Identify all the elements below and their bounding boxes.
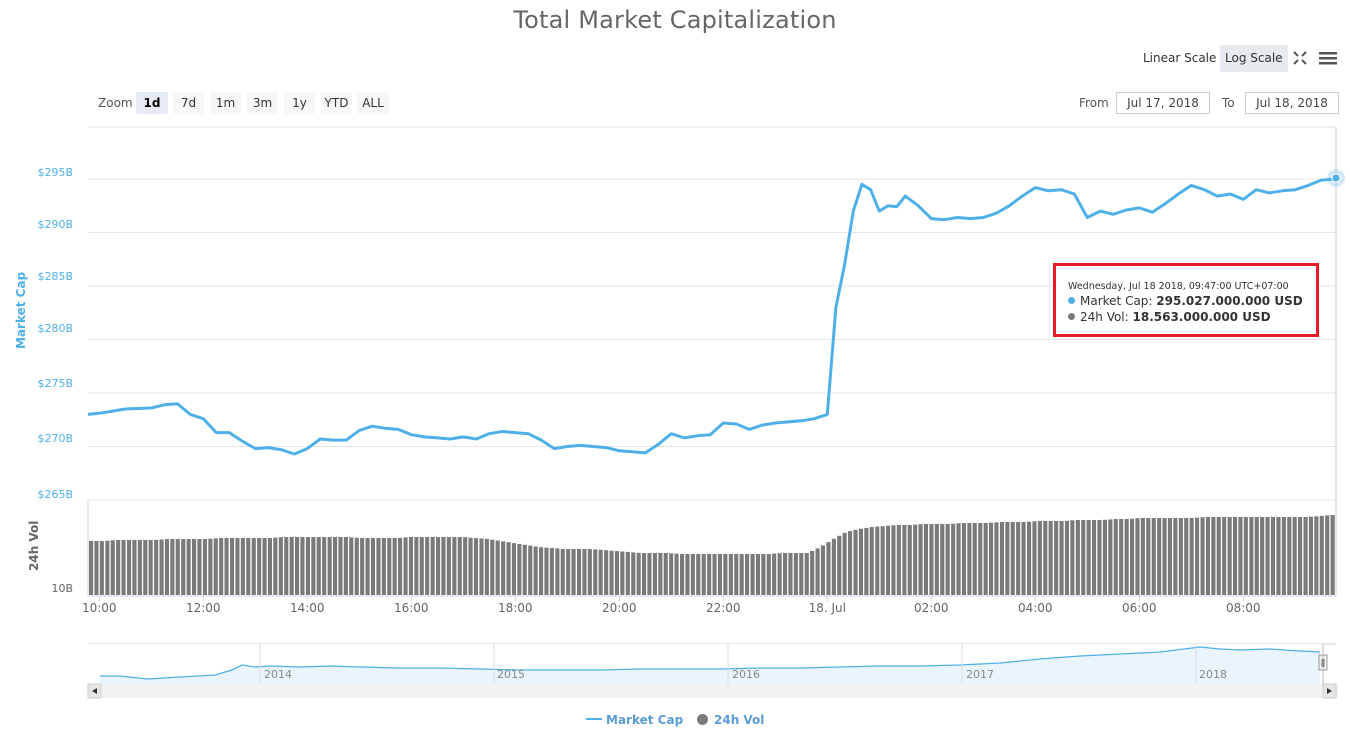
zoom-1m-button[interactable]: 1m bbox=[210, 92, 241, 114]
zoom-all-button[interactable]: ALL bbox=[357, 92, 389, 114]
legend-market-cap[interactable]: Market Cap bbox=[586, 713, 683, 727]
line-legend-icon bbox=[586, 718, 602, 720]
x-tick-label: 20:00 bbox=[601, 601, 637, 615]
x-tick-label: 14:00 bbox=[289, 601, 325, 615]
y-tick-label: $290B bbox=[37, 218, 73, 231]
fullscreen-icon[interactable] bbox=[1292, 50, 1308, 66]
navigator-scrollbar bbox=[88, 684, 1338, 698]
from-date-input[interactable]: Jul 17, 2018 bbox=[1116, 92, 1210, 114]
to-label: To bbox=[1222, 96, 1235, 110]
zoom-1d-button[interactable]: 1d bbox=[136, 92, 168, 114]
navigator-year: 2014 bbox=[264, 668, 292, 681]
navigator-year: 2018 bbox=[1199, 668, 1227, 681]
y2-axis-title: 24h Vol bbox=[27, 520, 41, 571]
linear-scale-button[interactable]: Linear Scale bbox=[1143, 51, 1217, 65]
zoom-label: Zoom bbox=[98, 96, 133, 110]
chart-title: Total Market Capitalization bbox=[513, 6, 837, 34]
to-date-input[interactable]: Jul 18, 2018 bbox=[1245, 92, 1339, 114]
log-scale-button[interactable]: Log Scale bbox=[1220, 45, 1288, 72]
y-axis-title: Market Cap bbox=[14, 271, 28, 349]
x-tick-label: 02:00 bbox=[913, 601, 949, 615]
tooltip-market-cap: Market Cap: 295.027.000.000 USD bbox=[1068, 294, 1303, 308]
market-cap-line bbox=[87, 177, 1337, 456]
circle-legend-icon bbox=[697, 714, 708, 725]
x-tick-label: 10:00 bbox=[81, 601, 117, 615]
x-tick-label: 16:00 bbox=[393, 601, 429, 615]
x-tick-label: 06:00 bbox=[1121, 601, 1157, 615]
menu-icon[interactable] bbox=[1318, 50, 1338, 66]
x-tick-label: 22:00 bbox=[705, 601, 741, 615]
x-tick-label: 18. Jul bbox=[808, 601, 846, 615]
zoom-3m-button[interactable]: 3m bbox=[247, 92, 278, 114]
tooltip-volume: 24h Vol: 18.563.000.000 USD bbox=[1068, 310, 1271, 324]
y-tick-label: $265B bbox=[37, 488, 73, 501]
zoom-7d-button[interactable]: 7d bbox=[173, 92, 204, 114]
y-tick-label: $295B bbox=[37, 166, 73, 179]
grid-lines bbox=[88, 178, 1336, 501]
market-cap-dot-icon bbox=[1068, 297, 1075, 304]
y-tick-label: $285B bbox=[37, 270, 73, 283]
zoom-1y-button[interactable]: 1y bbox=[284, 92, 315, 114]
volume-dot-icon bbox=[1068, 313, 1075, 320]
tooltip: Wednesday, Jul 18 2018, 09:47:00 UTC+07:… bbox=[1053, 263, 1319, 337]
navigator-year: 2016 bbox=[732, 668, 760, 681]
y-tick-label: $270B bbox=[37, 432, 73, 445]
zoom-ytd-button[interactable]: YTD bbox=[321, 92, 352, 114]
x-tick-label: 04:00 bbox=[1017, 601, 1053, 615]
x-ticks bbox=[98, 596, 1244, 602]
hover-point bbox=[1331, 173, 1341, 183]
y-tick-label: $280B bbox=[37, 322, 73, 335]
volume-bars bbox=[89, 515, 1335, 595]
y-tick-label: $275B bbox=[37, 377, 73, 390]
navigator-year: 2017 bbox=[966, 668, 994, 681]
tooltip-date: Wednesday, Jul 18 2018, 09:47:00 UTC+07:… bbox=[1068, 281, 1289, 292]
navigator-year: 2015 bbox=[497, 668, 525, 681]
y2-tick-label: 10B bbox=[51, 582, 73, 595]
legend-volume[interactable]: 24h Vol bbox=[697, 713, 764, 727]
x-tick-label: 18:00 bbox=[497, 601, 533, 615]
from-label: From bbox=[1079, 96, 1109, 110]
x-tick-label: 12:00 bbox=[185, 601, 221, 615]
x-tick-label: 08:00 bbox=[1225, 601, 1261, 615]
